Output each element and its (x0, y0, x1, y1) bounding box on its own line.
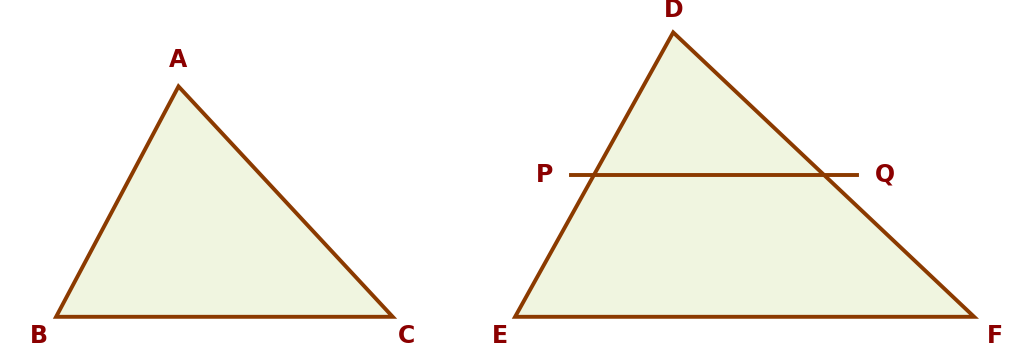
Polygon shape (515, 32, 973, 317)
Text: D: D (662, 0, 683, 22)
Text: Q: Q (874, 163, 895, 186)
Text: P: P (535, 163, 552, 186)
Text: E: E (491, 324, 507, 348)
Text: B: B (30, 324, 48, 348)
Text: C: C (397, 324, 415, 348)
Text: F: F (986, 324, 1003, 348)
Polygon shape (56, 86, 392, 317)
Text: A: A (169, 48, 187, 72)
